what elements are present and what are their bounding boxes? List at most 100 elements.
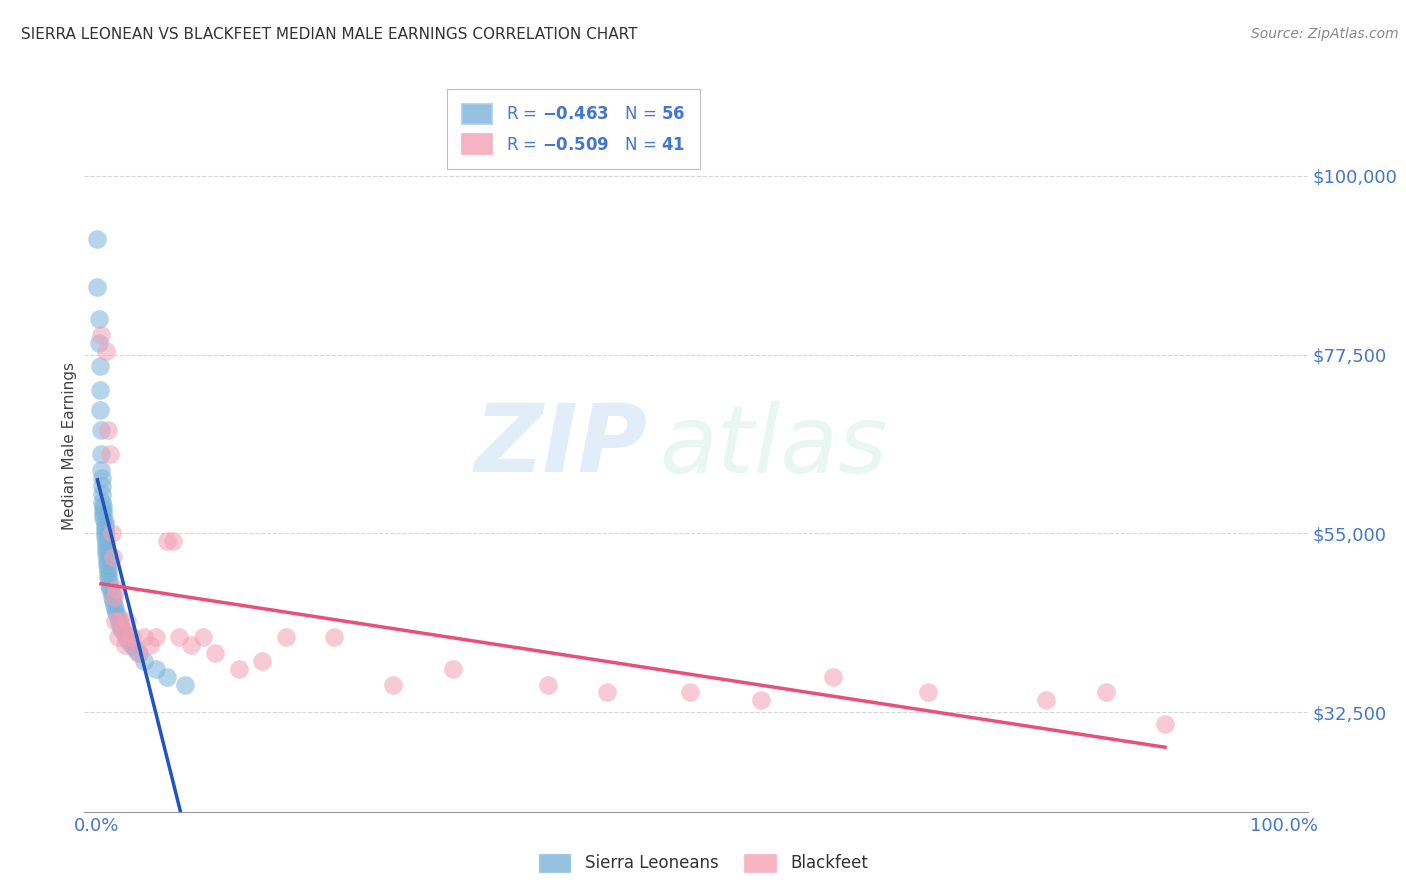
Point [101,594,124,608]
Point [156,669,179,683]
Point [91,479,114,493]
Point [93,518,115,533]
Point [322,630,344,644]
Point [108,618,131,632]
Point [93,499,115,513]
Point [94,542,117,557]
Point [90,327,112,342]
Point [100,447,122,461]
Point [91,471,114,485]
Point [89,384,111,398]
Point [169,630,191,644]
Point [145,662,167,676]
Point [93,502,115,516]
Legend: R = $\mathbf{-0.463}$   N = $\mathbf{56}$, R = $\mathbf{-0.509}$   N = $\mathbf{: R = $\mathbf{-0.463}$ N = $\mathbf{56}$,… [447,88,700,169]
Point [86,280,108,294]
Point [749,693,772,707]
Point [132,654,155,668]
Point [104,614,127,628]
Point [103,590,125,604]
Text: Source: ZipAtlas.com: Source: ZipAtlas.com [1251,27,1399,41]
Point [441,662,464,676]
Point [96,550,118,565]
Point [821,669,844,683]
Point [103,598,125,612]
Point [96,558,118,573]
Point [156,534,179,549]
Point [128,646,150,660]
Point [97,562,120,576]
Point [98,574,121,589]
Point [124,641,146,656]
Point [93,530,115,544]
Point [112,625,135,640]
Point [1035,693,1057,707]
Point [115,614,138,628]
Point [87,335,110,350]
Point [114,638,136,652]
Point [127,646,149,660]
Point [97,566,120,581]
Point [89,403,111,417]
Point [1154,717,1177,731]
Point [96,554,118,568]
Point [121,638,143,652]
Point [90,423,112,437]
Point [97,423,120,437]
Point [115,630,138,644]
Point [93,515,115,529]
Point [104,602,127,616]
Point [118,630,141,644]
Point [108,614,131,628]
Point [94,546,117,560]
Point [382,677,405,691]
Point [596,685,619,699]
Point [100,590,122,604]
Point [107,630,129,644]
Point [90,447,112,461]
Point [100,526,122,541]
Text: atlas: atlas [659,401,887,491]
Point [679,685,702,699]
Point [107,614,129,628]
Point [93,510,115,524]
Point [94,534,117,549]
Point [121,630,143,644]
Point [107,610,129,624]
Point [228,662,250,676]
Point [132,630,155,644]
Point [162,534,184,549]
Point [93,507,115,521]
Point [105,582,128,596]
Point [252,654,274,668]
Point [90,463,112,477]
Point [204,646,226,660]
Point [89,359,111,374]
Point [1094,685,1116,699]
Point [94,343,117,358]
Point [191,630,214,644]
Point [98,578,121,592]
Point [94,538,117,552]
Text: ZIP: ZIP [474,400,647,492]
Point [117,633,139,648]
Point [100,582,122,596]
Point [917,685,939,699]
Point [174,677,197,691]
Point [87,311,110,326]
Y-axis label: Median Male Earnings: Median Male Earnings [62,362,77,530]
Legend: Sierra Leoneans, Blackfeet: Sierra Leoneans, Blackfeet [531,847,875,880]
Point [93,526,115,541]
Point [111,622,134,636]
Point [97,570,120,584]
Point [101,550,124,565]
Text: SIERRA LEONEAN VS BLACKFEET MEDIAN MALE EARNINGS CORRELATION CHART: SIERRA LEONEAN VS BLACKFEET MEDIAN MALE … [21,27,637,42]
Point [276,630,298,644]
Point [536,677,558,691]
Point [91,486,114,500]
Point [86,232,108,246]
Point [93,523,115,537]
Point [105,606,128,620]
Point [91,494,114,508]
Point [110,622,132,636]
